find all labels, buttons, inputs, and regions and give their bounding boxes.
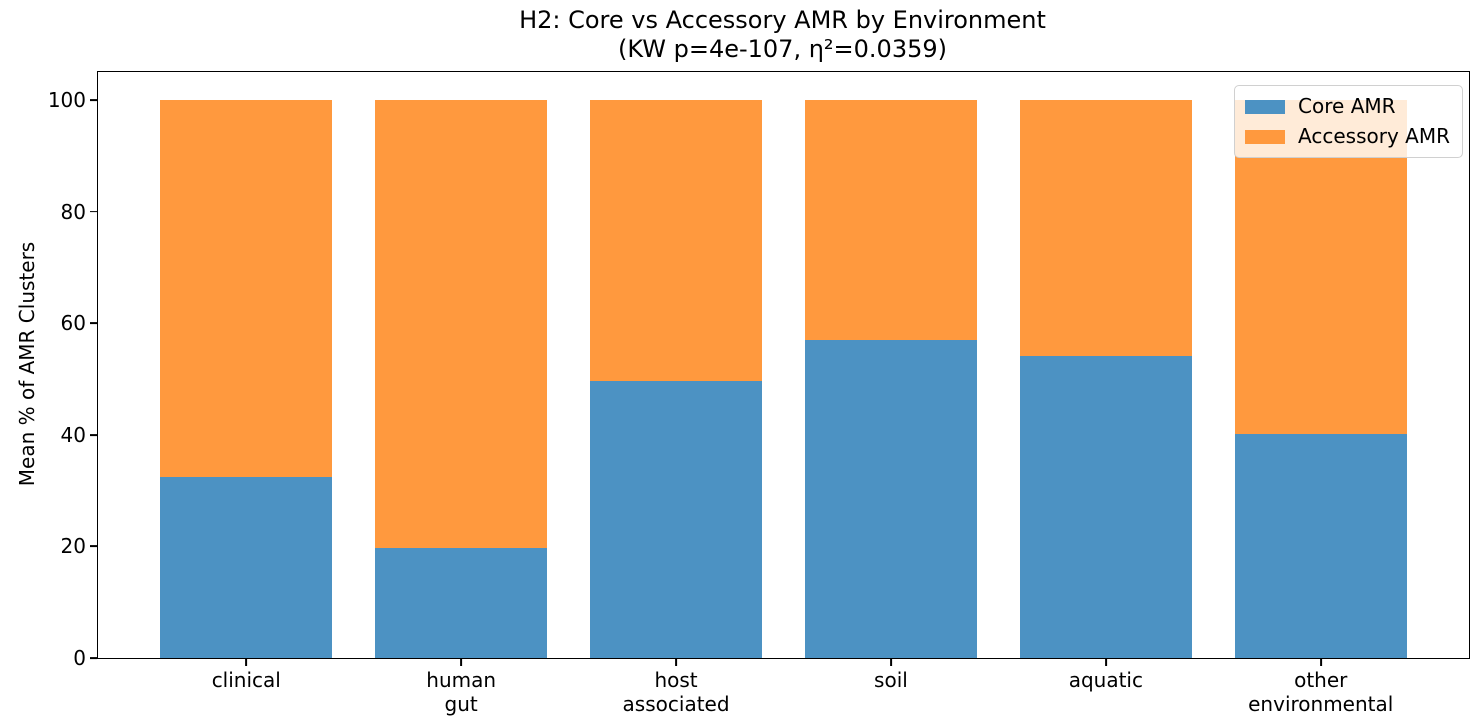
core-segment <box>1019 355 1192 658</box>
x-tick-mark <box>890 659 892 666</box>
core-segment <box>375 548 548 658</box>
chart-title-line1: H2: Core vs Accessory AMR by Environment <box>519 6 1046 34</box>
bar-clinical <box>160 99 333 658</box>
y-tick-mark <box>90 545 97 548</box>
y-tick-label: 100 <box>47 87 86 112</box>
legend-swatch-icon <box>1245 99 1286 114</box>
y-tick-mark <box>90 657 97 659</box>
x-tick-mark <box>245 659 248 666</box>
core-segment <box>160 476 333 658</box>
y-tick-label: 60 <box>60 311 86 336</box>
y-tick-label: 80 <box>60 199 86 224</box>
x-tick-label-soil: soil <box>874 668 908 692</box>
y-tick-label: 20 <box>60 534 86 559</box>
x-tick-mark <box>460 659 463 666</box>
x-tick-label-line: human <box>426 668 497 692</box>
bar-soil <box>804 99 977 658</box>
plot-area: Core AMR Accessory AMR 0 20 40 60 80 100 clinic… <box>48 71 1470 716</box>
y-axis-label: Mean % of AMR Clusters <box>15 241 39 487</box>
x-tick-label-human-gut: human gut <box>426 668 496 716</box>
legend-swatch-icon <box>1245 129 1286 144</box>
x-tick-label-other-environmental: other environmental <box>1248 668 1393 716</box>
y-tick-label: 0 <box>73 646 86 670</box>
bar-host-associated <box>590 99 762 658</box>
chart-title: H2: Core vs Accessory AMR by Environment… <box>97 6 1468 65</box>
x-tick-label-host-associated: host associated <box>623 668 730 716</box>
legend-entry: Accessory AMR <box>1245 124 1450 149</box>
accessory-segment <box>1019 99 1192 356</box>
bar-other-environmental <box>1234 99 1407 658</box>
core-segment <box>590 380 762 658</box>
x-tick-label-line: gut <box>444 692 478 716</box>
legend: Core AMR Accessory AMR <box>1234 85 1463 158</box>
y-tick-mark <box>90 98 97 101</box>
x-tick-mark <box>675 659 677 666</box>
legend-entry: Core AMR <box>1245 94 1450 119</box>
bar-human-gut <box>375 99 548 658</box>
y-tick-mark <box>90 322 97 325</box>
core-segment <box>804 340 977 658</box>
accessory-segment <box>375 99 548 549</box>
x-tick-label-line: environmental <box>1248 692 1394 716</box>
x-tick-label-clinical: clinical <box>212 668 281 692</box>
x-tick-label-line: soil <box>874 668 908 692</box>
legend-label: Accessory AMR <box>1298 124 1450 148</box>
accessory-segment <box>804 99 977 341</box>
x-tick-mark <box>1319 659 1322 666</box>
y-tick-mark <box>90 210 97 213</box>
x-tick-label-aquatic: aquatic <box>1069 668 1143 692</box>
x-tick-mark <box>1104 659 1107 666</box>
x-tick-label-line: associated <box>622 692 730 716</box>
y-tick-mark <box>90 433 97 436</box>
legend-label: Core AMR <box>1298 94 1396 118</box>
chart-title-line2: (KW p=4e-107, η²=0.0359) <box>618 35 947 64</box>
accessory-segment <box>160 99 333 477</box>
core-segment <box>1234 433 1407 658</box>
x-tick-label-line: clinical <box>211 668 281 692</box>
y-tick-label: 40 <box>60 422 86 447</box>
x-tick-label-line: other <box>1294 668 1348 692</box>
accessory-segment <box>590 99 762 381</box>
bar-aquatic <box>1019 99 1192 658</box>
x-tick-label-line: host <box>654 668 698 692</box>
x-tick-label-line: aquatic <box>1068 668 1143 692</box>
